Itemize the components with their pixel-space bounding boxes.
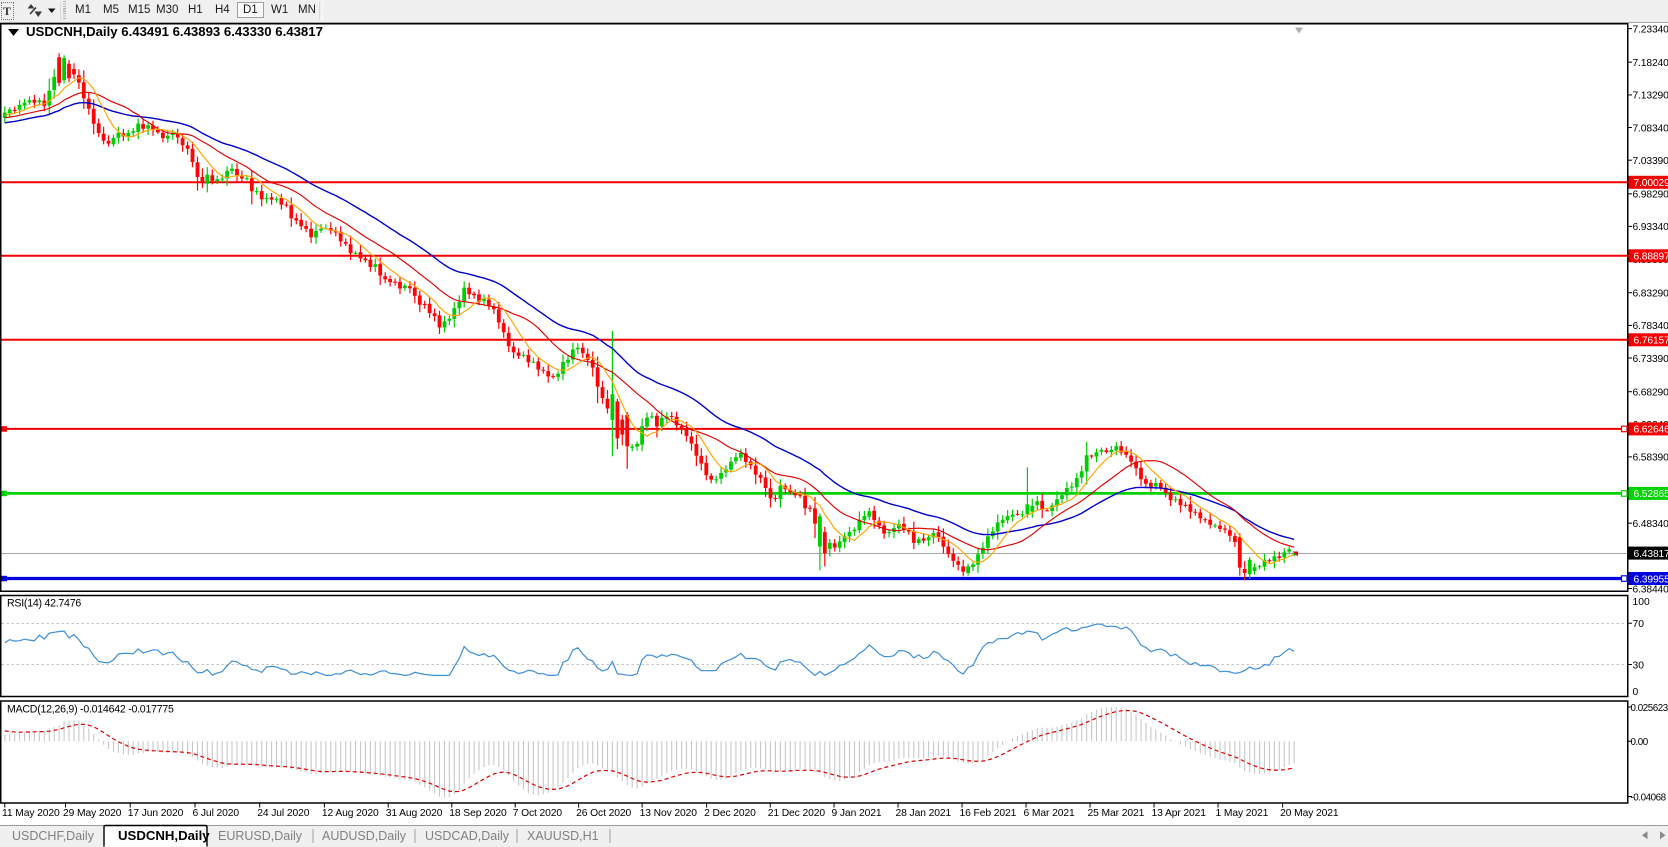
svg-text:16 Feb 2021: 16 Feb 2021 <box>960 808 1017 819</box>
svg-text:6.43817: 6.43817 <box>1634 549 1668 560</box>
svg-text:USDCNH,Daily 6.43491 6.43893: USDCNH,Daily 6.43491 6.43893 6.43330 6.4… <box>26 24 323 39</box>
svg-text:18 Sep 2020: 18 Sep 2020 <box>449 808 507 819</box>
svg-text:6.62646: 6.62646 <box>1634 425 1668 436</box>
svg-text:XAUUSD,H1: XAUUSD,H1 <box>527 829 599 843</box>
svg-text:20 May 2021: 20 May 2021 <box>1280 808 1339 819</box>
svg-text:6.76157: 6.76157 <box>1634 336 1668 347</box>
svg-text:6.78340: 6.78340 <box>1633 321 1668 332</box>
svg-text:17 Jun 2020: 17 Jun 2020 <box>128 808 184 819</box>
svg-text:24 Jul 2020: 24 Jul 2020 <box>257 808 310 819</box>
svg-text:6.58390: 6.58390 <box>1633 453 1668 464</box>
svg-text:0: 0 <box>1633 687 1639 698</box>
svg-text:6 Mar 2021: 6 Mar 2021 <box>1024 808 1075 819</box>
svg-text:30: 30 <box>1633 660 1645 671</box>
svg-text:6.83290: 6.83290 <box>1633 289 1668 300</box>
svg-text:USDCHF,Daily: USDCHF,Daily <box>12 829 95 843</box>
svg-text:7.23340: 7.23340 <box>1633 24 1668 35</box>
svg-text:7.03390: 7.03390 <box>1633 156 1668 167</box>
svg-text:6.98290: 6.98290 <box>1633 190 1668 201</box>
svg-text:70: 70 <box>1633 619 1645 630</box>
svg-text:6.39955: 6.39955 <box>1634 574 1668 585</box>
svg-text:6.68290: 6.68290 <box>1633 388 1668 399</box>
svg-text:12 Aug 2020: 12 Aug 2020 <box>322 808 379 819</box>
svg-text:100: 100 <box>1633 597 1650 608</box>
svg-text:13 Apr 2021: 13 Apr 2021 <box>1152 808 1207 819</box>
svg-text:28 Jan 2021: 28 Jan 2021 <box>896 808 952 819</box>
svg-text:EURUSD,Daily: EURUSD,Daily <box>218 829 303 843</box>
svg-text:1 May 2021: 1 May 2021 <box>1216 808 1269 819</box>
svg-text:USDCNH,Daily: USDCNH,Daily <box>118 828 210 843</box>
svg-text:7 Oct 2020: 7 Oct 2020 <box>513 808 563 819</box>
svg-text:6.52865: 6.52865 <box>1634 489 1668 500</box>
svg-text:7.08340: 7.08340 <box>1633 123 1668 134</box>
svg-text:11 May 2020: 11 May 2020 <box>2 808 60 819</box>
svg-text:0.025623: 0.025623 <box>1631 703 1668 714</box>
svg-text:7.13290: 7.13290 <box>1633 91 1668 102</box>
svg-text:7.00029: 7.00029 <box>1634 178 1668 189</box>
svg-text:AUDUSD,Daily: AUDUSD,Daily <box>322 829 407 843</box>
svg-text:31 Aug 2020: 31 Aug 2020 <box>386 808 443 819</box>
svg-text:29 May 2020: 29 May 2020 <box>63 808 122 819</box>
svg-text:26 Oct 2020: 26 Oct 2020 <box>576 808 631 819</box>
svg-text:2 Dec 2020: 2 Dec 2020 <box>704 808 756 819</box>
svg-text:RSI(14) 42.7476: RSI(14) 42.7476 <box>7 598 81 610</box>
svg-text:7.18240: 7.18240 <box>1633 58 1668 69</box>
svg-text:-0.04068: -0.04068 <box>1631 792 1667 803</box>
svg-text:6.73390: 6.73390 <box>1633 354 1668 365</box>
svg-text:6.48340: 6.48340 <box>1633 519 1668 530</box>
svg-text:21 Dec 2020: 21 Dec 2020 <box>768 808 826 819</box>
svg-text:0.00: 0.00 <box>1631 737 1649 748</box>
svg-text:USDCAD,Daily: USDCAD,Daily <box>425 829 510 843</box>
svg-text:6 Jul 2020: 6 Jul 2020 <box>193 808 240 819</box>
svg-text:6.88897: 6.88897 <box>1634 252 1668 263</box>
svg-text:6.38440: 6.38440 <box>1633 584 1668 595</box>
svg-text:MACD(12,26,9) -0.014642 -0.017: MACD(12,26,9) -0.014642 -0.017775 <box>7 704 174 716</box>
svg-text:9 Jan 2021: 9 Jan 2021 <box>832 808 882 819</box>
svg-text:13 Nov 2020: 13 Nov 2020 <box>640 808 698 819</box>
svg-text:6.93340: 6.93340 <box>1633 222 1668 233</box>
svg-text:25 Mar 2021: 25 Mar 2021 <box>1088 808 1145 819</box>
